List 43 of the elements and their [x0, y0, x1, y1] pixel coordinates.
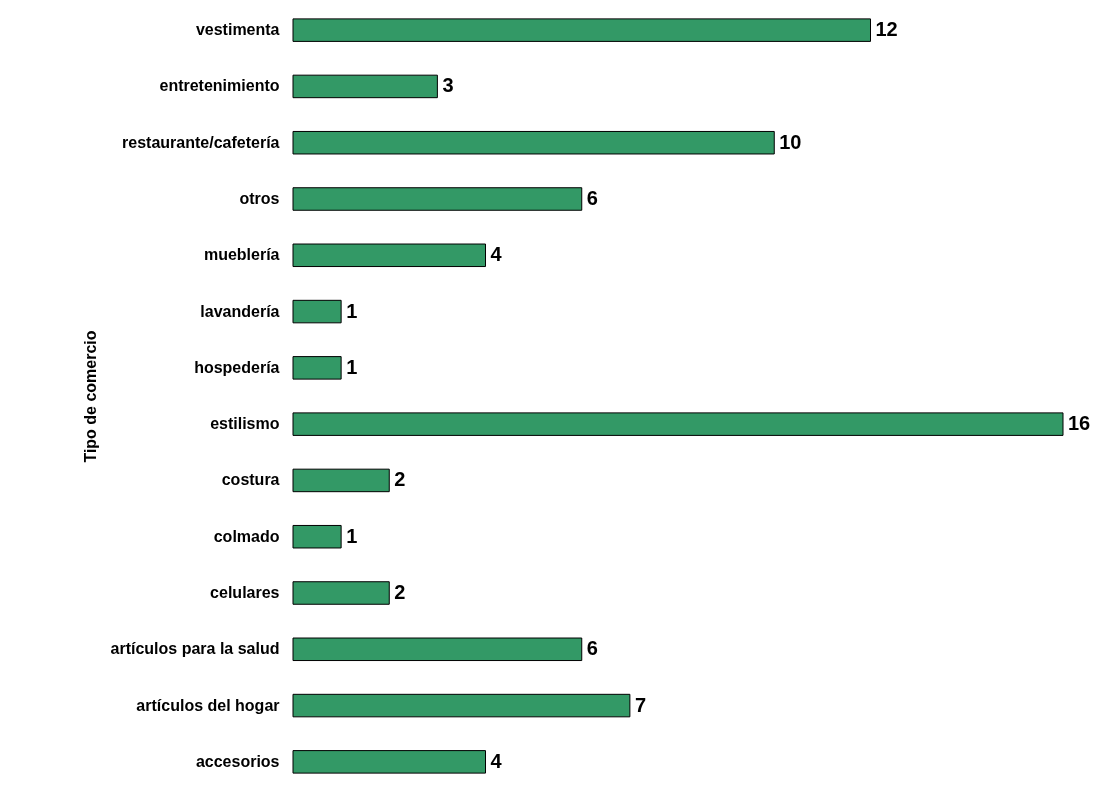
bar — [292, 581, 390, 605]
data-label: 1 — [346, 355, 358, 378]
y-tick-label: accesorios — [195, 752, 280, 770]
data-label: 4 — [490, 749, 503, 772]
bar — [292, 693, 631, 718]
data-label: 6 — [586, 637, 598, 660]
data-label: 12 — [875, 18, 898, 41]
y-tick-label: celulares — [210, 584, 280, 601]
y-tick-label: artículos del hogar — [136, 696, 280, 714]
data-label: 2 — [394, 468, 406, 491]
y-axis-title: Tipo de comercio — [81, 330, 99, 463]
data-label: 10 — [779, 130, 802, 153]
data-label: 6 — [586, 187, 598, 209]
y-tick-label: costura — [221, 471, 280, 489]
bar — [292, 468, 390, 493]
y-tick-label: hospedería — [194, 358, 280, 376]
bar — [292, 356, 342, 380]
data-label: 2 — [394, 581, 406, 603]
y-tick-label: restaurante/cafetería — [122, 133, 280, 151]
y-tick-label: vestimenta — [195, 21, 280, 39]
bar — [292, 412, 1064, 436]
data-label: 1 — [346, 299, 358, 322]
bar — [292, 750, 486, 774]
y-tick-label: colmado — [213, 527, 280, 545]
bar — [292, 299, 342, 324]
data-label: 7 — [634, 693, 646, 716]
y-tick-label: otros — [239, 190, 280, 207]
data-label: 4 — [490, 243, 503, 266]
data-label: 1 — [346, 524, 358, 547]
y-tick-label: artículos para la salud — [110, 640, 280, 658]
bar — [292, 74, 438, 99]
bar — [292, 524, 342, 549]
y-tick-label: lavandería — [200, 302, 280, 320]
y-tick-label: entretenimiento — [159, 77, 280, 95]
data-label: 3 — [442, 74, 454, 97]
bar — [292, 18, 871, 42]
bar — [292, 130, 775, 155]
bar — [292, 243, 486, 268]
bar — [292, 187, 583, 211]
y-tick-label: mueblería — [203, 246, 280, 264]
bar — [292, 637, 583, 662]
data-label: 16 — [1068, 412, 1091, 435]
y-tick-label: estilismo — [210, 415, 280, 433]
